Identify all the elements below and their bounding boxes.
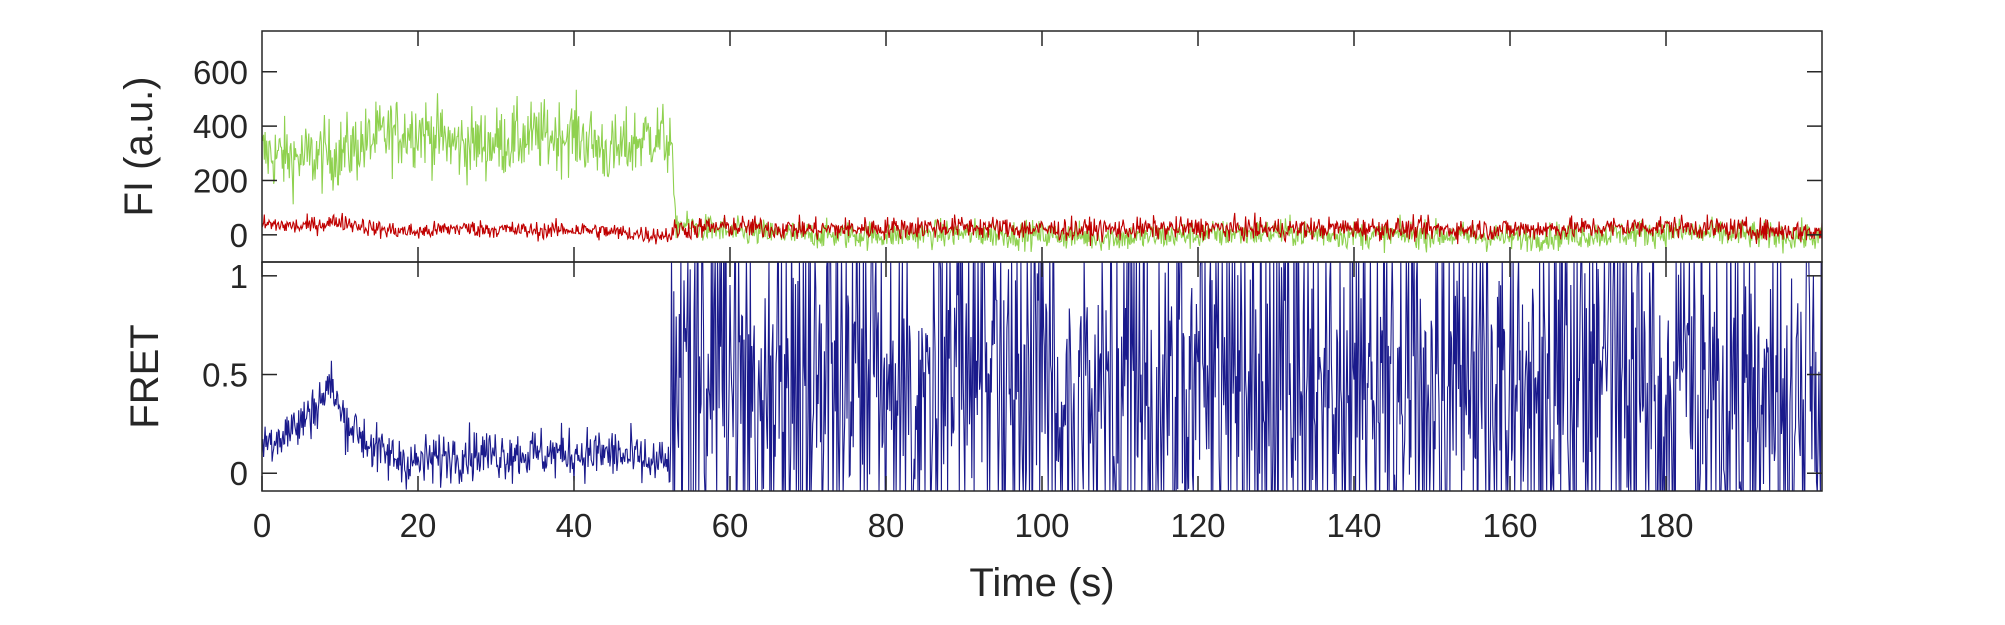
xtick-label: 100 bbox=[1014, 507, 1069, 544]
xtick-label: 60 bbox=[712, 507, 749, 544]
ytick-label: 0 bbox=[230, 455, 248, 492]
x-axis-label: Time (s) bbox=[969, 561, 1114, 605]
panel-fret: 0 0.5 1 0 20 40 60 80 100 120 140 160 180 FRET Time (s… bbox=[123, 258, 1823, 605]
panel-intensity: 0 200 400 600 FI (a.u.) bbox=[117, 30, 1823, 263]
xtick-label: 0 bbox=[253, 507, 271, 544]
xtick-label: 20 bbox=[400, 507, 437, 544]
ytick-label: 0.5 bbox=[202, 357, 248, 394]
panels: 0 200 400 600 FI (a.u.) 0 0.5 1 0 20 40 60 80 100 120 1… bbox=[117, 30, 1823, 605]
xtick-label: 160 bbox=[1482, 507, 1537, 544]
ytick-label: 0 bbox=[230, 217, 248, 254]
ytick-label: 400 bbox=[193, 108, 248, 145]
y-axis-label: FI (a.u.) bbox=[117, 76, 161, 216]
xtick-label: 40 bbox=[556, 507, 593, 544]
series-trace-2 bbox=[262, 212, 1822, 247]
y-axis-label: FRET bbox=[123, 324, 167, 428]
xtick-label: 180 bbox=[1638, 507, 1693, 544]
ytick-label: 200 bbox=[193, 162, 248, 199]
xtick-label: 120 bbox=[1170, 507, 1225, 544]
xtick-label: 80 bbox=[868, 507, 905, 544]
xtick-label: 140 bbox=[1326, 507, 1381, 544]
ytick-label: 1 bbox=[230, 258, 248, 295]
series-trace-1 bbox=[262, 262, 1822, 491]
ytick-label: 600 bbox=[193, 54, 248, 91]
